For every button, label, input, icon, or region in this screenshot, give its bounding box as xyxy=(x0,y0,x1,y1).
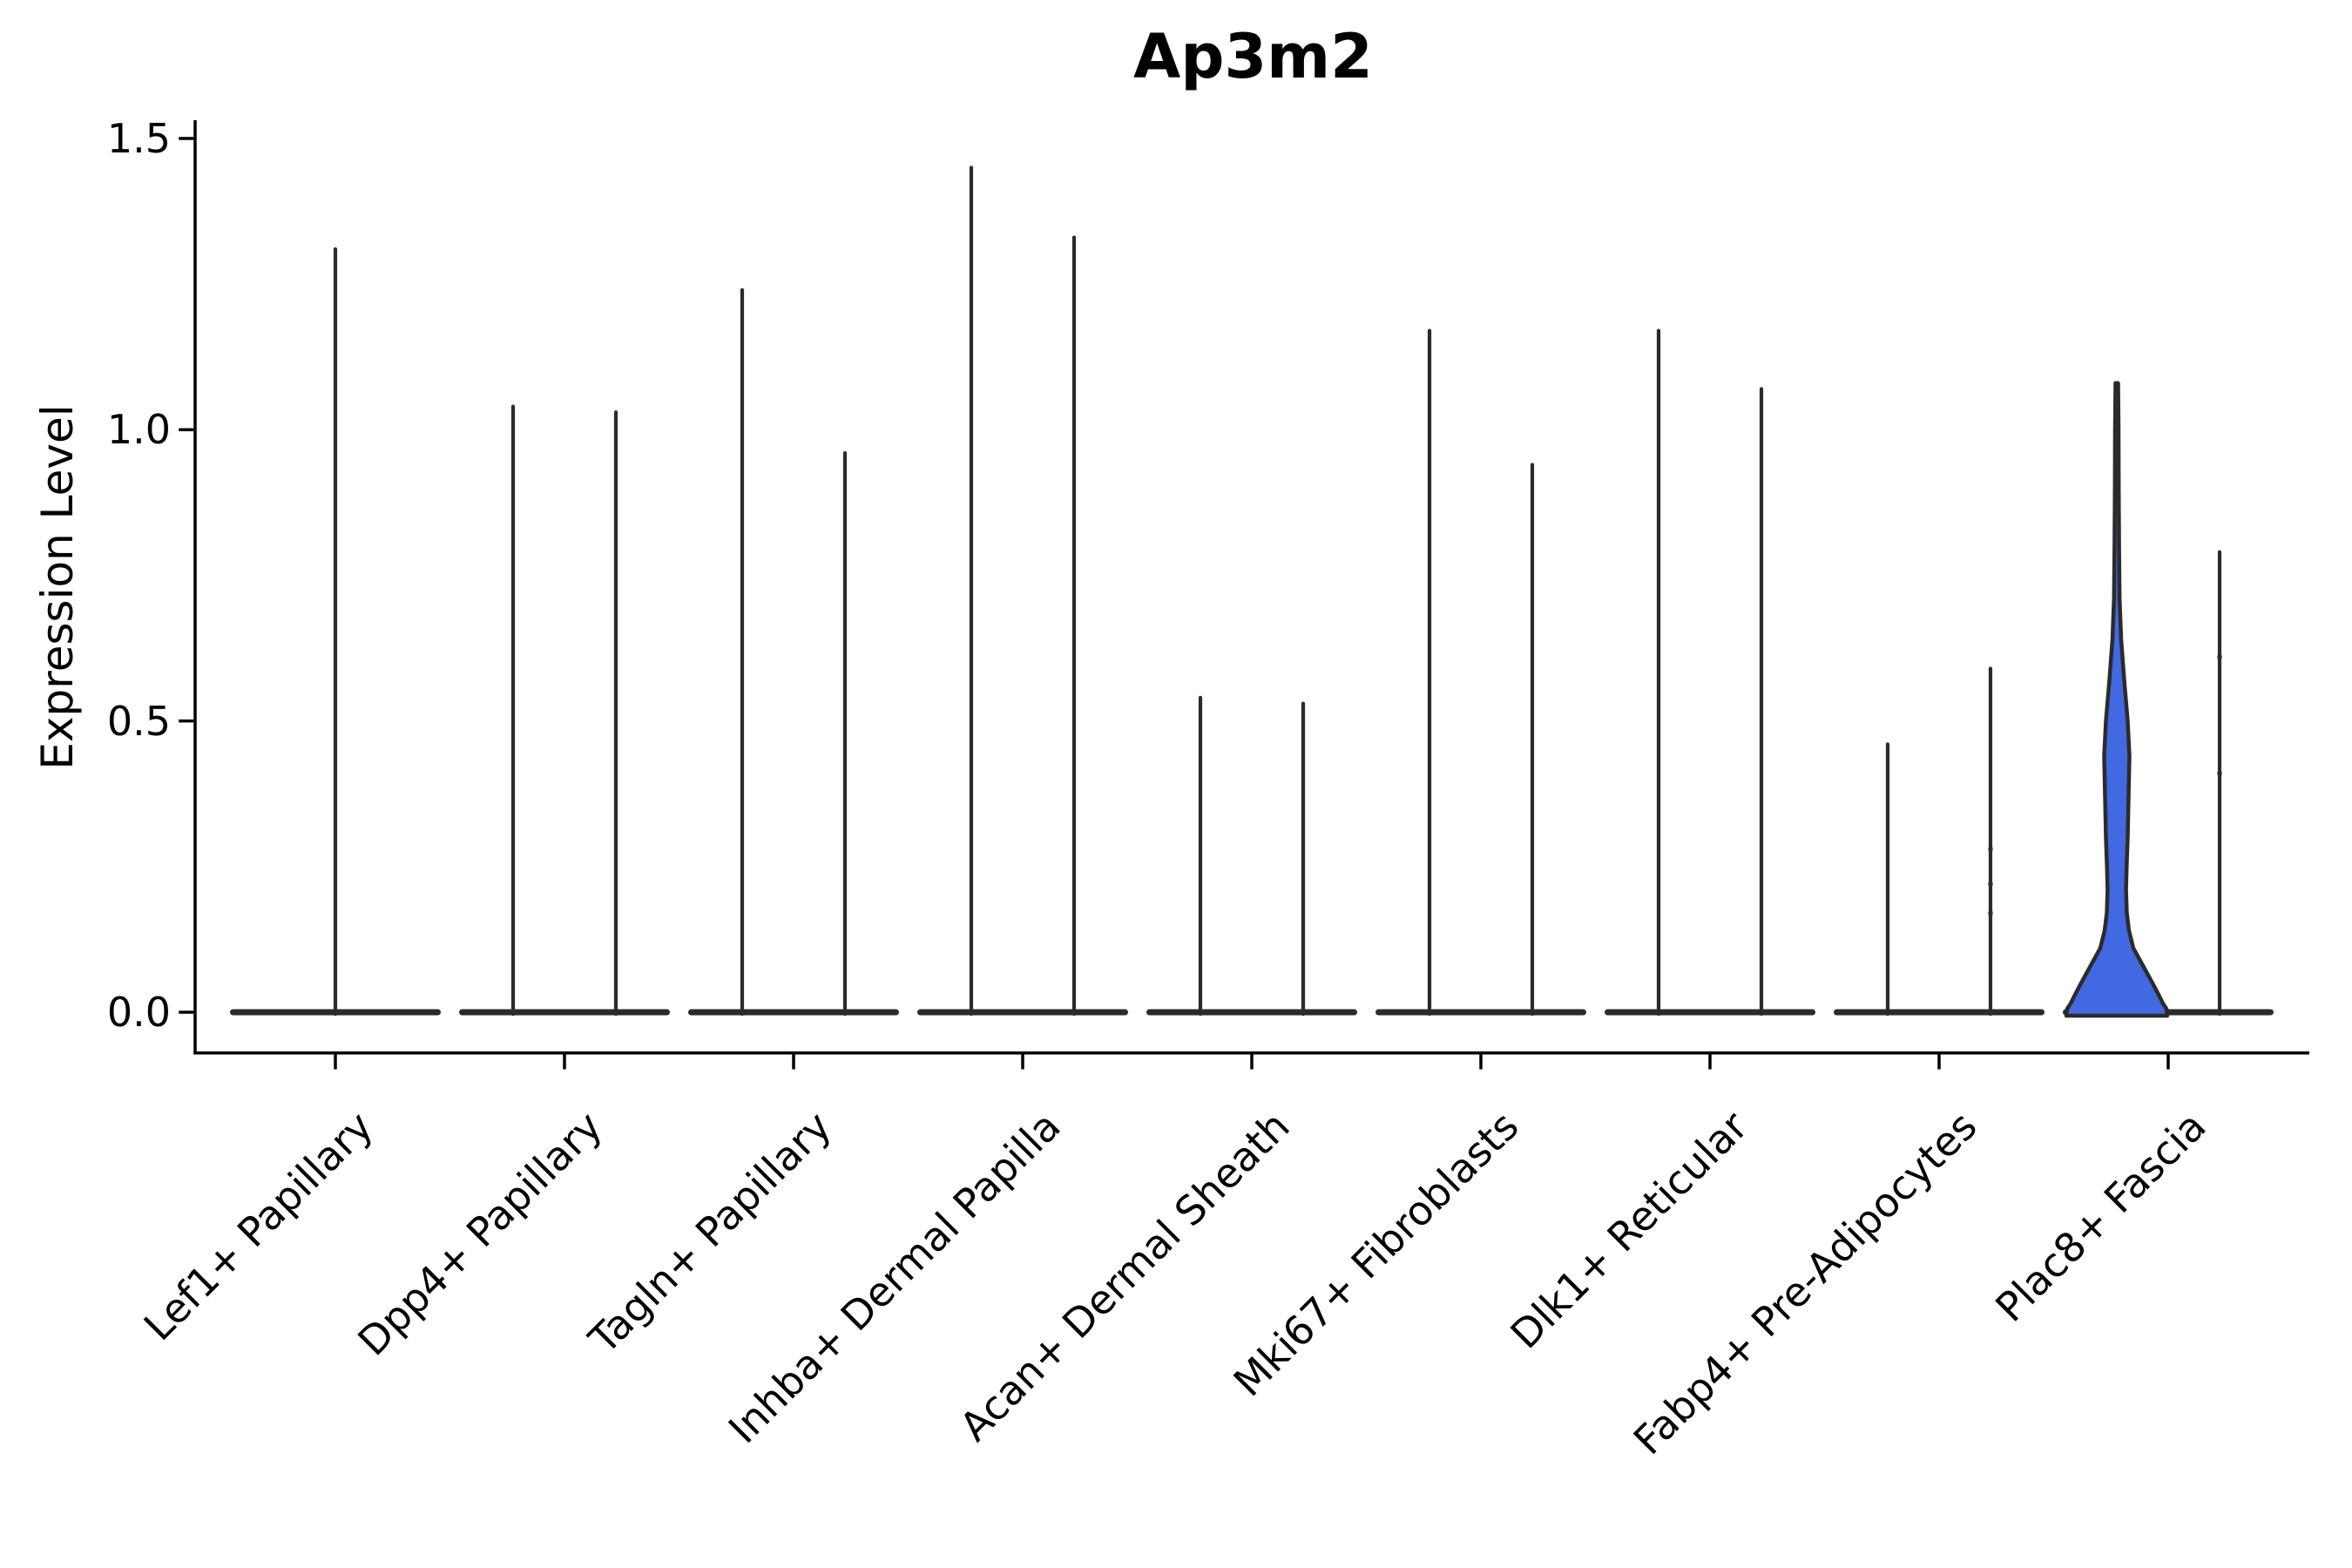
x-tick-mark xyxy=(792,1054,795,1070)
violin-base xyxy=(1375,1009,1586,1016)
x-tick-mark xyxy=(2166,1054,2170,1070)
y-tick-label: 1.5 xyxy=(106,115,171,162)
violin-base xyxy=(1146,1009,1357,1016)
density-dot xyxy=(2216,770,2223,777)
x-axis-spine xyxy=(193,1051,2309,1055)
violin-base xyxy=(1605,1009,1815,1016)
density-dot xyxy=(1987,881,1994,888)
y-tick-label: 1.0 xyxy=(106,406,171,453)
x-tick-mark xyxy=(1021,1054,1024,1070)
x-tick-mark xyxy=(334,1054,337,1070)
violin-base xyxy=(917,1009,1128,1016)
y-tick-label: 0.5 xyxy=(106,698,171,745)
y-tick-mark xyxy=(179,428,194,432)
x-tick-mark xyxy=(563,1054,566,1070)
violin-base xyxy=(1834,1009,2044,1016)
x-tick-mark xyxy=(1708,1054,1712,1070)
density-dot xyxy=(1987,846,1994,852)
highlighted-violin xyxy=(2064,381,2170,1018)
x-tick-mark xyxy=(1937,1054,1941,1070)
density-dot xyxy=(2216,653,2223,660)
y-tick-mark xyxy=(179,137,194,140)
violin-base xyxy=(688,1009,899,1016)
y-tick-label: 0.0 xyxy=(106,989,171,1036)
density-dot xyxy=(1987,910,1994,916)
y-tick-mark xyxy=(179,719,194,723)
y-axis-spine xyxy=(193,120,197,1055)
chart-title: Ap3m2 xyxy=(1133,21,1373,92)
x-tick-mark xyxy=(1479,1054,1483,1070)
x-tick-mark xyxy=(1250,1054,1254,1070)
violin-base xyxy=(459,1009,670,1016)
y-tick-mark xyxy=(179,1010,194,1014)
